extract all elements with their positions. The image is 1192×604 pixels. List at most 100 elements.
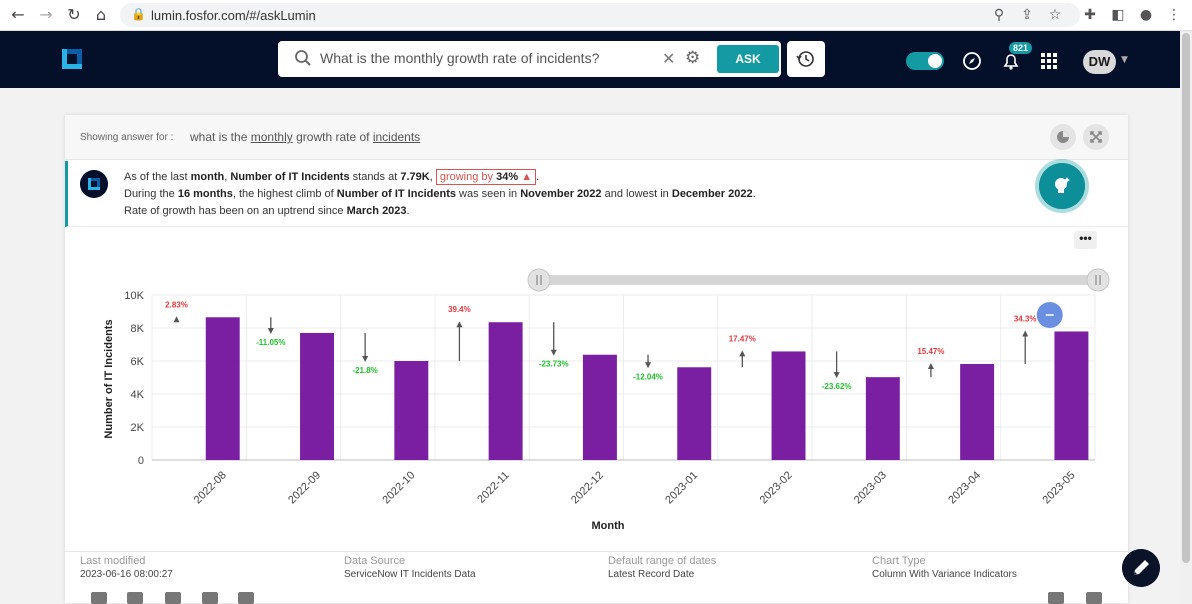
answer-header: Showing answer for : what is the monthly… — [65, 115, 1128, 160]
bookmark-icon[interactable] — [1048, 592, 1064, 604]
history-button[interactable] — [787, 41, 825, 77]
bell-icon[interactable] — [1000, 50, 1022, 72]
history-icon — [796, 51, 814, 67]
tag-icon[interactable] — [165, 592, 181, 604]
x-tick-label: 2023-03 — [852, 469, 889, 506]
avatar[interactable]: DW — [1083, 50, 1116, 74]
y-tick-label: 6K — [131, 356, 145, 368]
insight-text-segment: Rate of growth has been on an uptrend si… — [124, 205, 344, 217]
back-icon[interactable]: ← — [11, 5, 25, 24]
close-icon[interactable]: ✕ — [662, 49, 676, 68]
meta-value: ServiceNow IT Incidents Data — [344, 569, 476, 580]
share-icon[interactable] — [91, 592, 107, 604]
meta-value: 2023-06-16 08:00:27 — [80, 569, 173, 580]
insight-text-segment: During the — [124, 188, 175, 200]
pin-icon[interactable] — [1086, 592, 1102, 604]
lightbulb-icon[interactable] — [1039, 163, 1085, 209]
forward-icon[interactable]: → — [39, 5, 53, 24]
bar — [865, 377, 900, 460]
variance-label: 2.83% — [165, 300, 188, 309]
question-keyword-monthly[interactable]: monthly — [250, 130, 293, 144]
chevron-down-icon[interactable]: ▼ — [1121, 55, 1128, 65]
edit-button[interactable] — [1122, 549, 1160, 587]
y-tick-label: 2K — [131, 422, 145, 434]
apps-grid-icon[interactable] — [1038, 50, 1060, 72]
lumin-logo[interactable] — [62, 49, 82, 69]
extensions-icon[interactable]: ✚ — [1084, 7, 1096, 23]
data-source: Data Source ServiceNow IT Incidents Data — [344, 555, 476, 580]
variance-arrow-up-icon — [1022, 330, 1029, 337]
meta-value: Latest Record Date — [608, 569, 695, 580]
variance-label: -12.04% — [633, 372, 663, 381]
insight-bold: Number of IT Incidents — [336, 188, 456, 200]
search-input[interactable] — [320, 50, 650, 66]
notification-badge: 821 — [1009, 42, 1033, 54]
insight-text-segment: , — [224, 171, 228, 183]
expand-icon[interactable] — [1083, 124, 1109, 150]
insight-bold: November 2022 — [520, 188, 602, 200]
insight-bold: month — [190, 171, 225, 183]
range-slider-handle-end — [1086, 268, 1110, 292]
insight-text-segment: , the highest climb of — [232, 188, 334, 200]
insight-text-segment: was seen in — [459, 188, 518, 200]
variance-label: 17.47% — [729, 334, 756, 343]
showing-label: Showing answer for : — [80, 132, 174, 143]
date-range: Default range of dates Latest Record Dat… — [608, 555, 716, 580]
bar — [582, 354, 617, 460]
mode-toggle[interactable] — [906, 52, 944, 70]
insight-text-segment: . — [406, 205, 410, 217]
meta-label: Chart Type — [872, 555, 926, 567]
x-tick-label: 2022-11 — [475, 469, 511, 505]
insight-text-segment: As of the last — [124, 171, 188, 183]
bar — [205, 317, 240, 460]
range-slider-handle-start — [527, 268, 551, 292]
reload-icon[interactable]: ↻ — [67, 5, 81, 24]
growth-chip: growing by 34% ▲ — [435, 169, 537, 185]
bar — [677, 367, 712, 460]
save-icon[interactable] — [127, 592, 143, 604]
list-icon[interactable] — [202, 592, 218, 604]
variance-arrow-down-icon — [362, 356, 369, 362]
scrollbar-thumb[interactable] — [1182, 33, 1190, 563]
insight-text-segment: . — [536, 171, 540, 183]
variance-arrow-down-icon — [645, 362, 652, 369]
insight-text: As of the last month, Number of IT Incid… — [124, 169, 756, 220]
insight-bold: 16 months — [177, 188, 233, 200]
meta-label: Data Source — [344, 555, 406, 567]
code-icon[interactable] — [238, 592, 254, 604]
sidepanel-icon[interactable]: ◧ — [1111, 7, 1125, 23]
meta-label: Last modified — [80, 555, 146, 567]
lumin-logo — [80, 170, 108, 198]
bar — [488, 322, 523, 460]
x-tick-label: 2022-09 — [286, 469, 323, 506]
pencil-icon — [1134, 560, 1149, 575]
pie-chart-icon[interactable] — [1050, 124, 1076, 150]
card-toolbar — [65, 587, 1128, 604]
url-text: lumin.fosfor.com/#/askLumin — [151, 8, 316, 23]
profile-icon[interactable]: ● — [1139, 7, 1153, 23]
variance-label: -11.05% — [256, 338, 285, 347]
gear-icon[interactable]: ⚙ — [685, 48, 701, 68]
search-icon — [295, 50, 311, 66]
star-icon[interactable]: ☆ — [1048, 7, 1062, 23]
more-options-button[interactable]: ••• — [1074, 231, 1097, 249]
variance-arrow-down-icon — [833, 372, 840, 379]
growth-chip-value: 34% — [496, 171, 519, 183]
bar — [771, 351, 806, 460]
insight-block: As of the last month, Number of IT Incid… — [65, 161, 1128, 227]
page-scrollbar[interactable] — [1180, 31, 1192, 603]
ask-button[interactable]: ASK — [717, 45, 779, 73]
home-icon[interactable]: ⌂ — [95, 5, 107, 24]
question-text: what is the monthly growth rate of incid… — [190, 130, 420, 144]
question-keyword-incidents[interactable]: incidents — [372, 130, 421, 144]
compass-icon[interactable] — [961, 50, 983, 72]
arrow-up-icon: ▲ — [521, 171, 533, 183]
variance-label: 39.4% — [448, 305, 471, 314]
insight-text-segment: . — [752, 188, 756, 200]
address-bar[interactable]: 🔒 lumin.fosfor.com/#/askLumin — [120, 3, 1080, 27]
kebab-menu-icon[interactable]: ⋮ — [1167, 7, 1181, 23]
zoom-icon[interactable]: ⚲ — [993, 7, 1005, 23]
insight-bold: 7.79K — [400, 171, 430, 183]
x-tick-label: 2022-12 — [569, 469, 606, 506]
share-icon[interactable]: ⇪ — [1021, 7, 1033, 23]
